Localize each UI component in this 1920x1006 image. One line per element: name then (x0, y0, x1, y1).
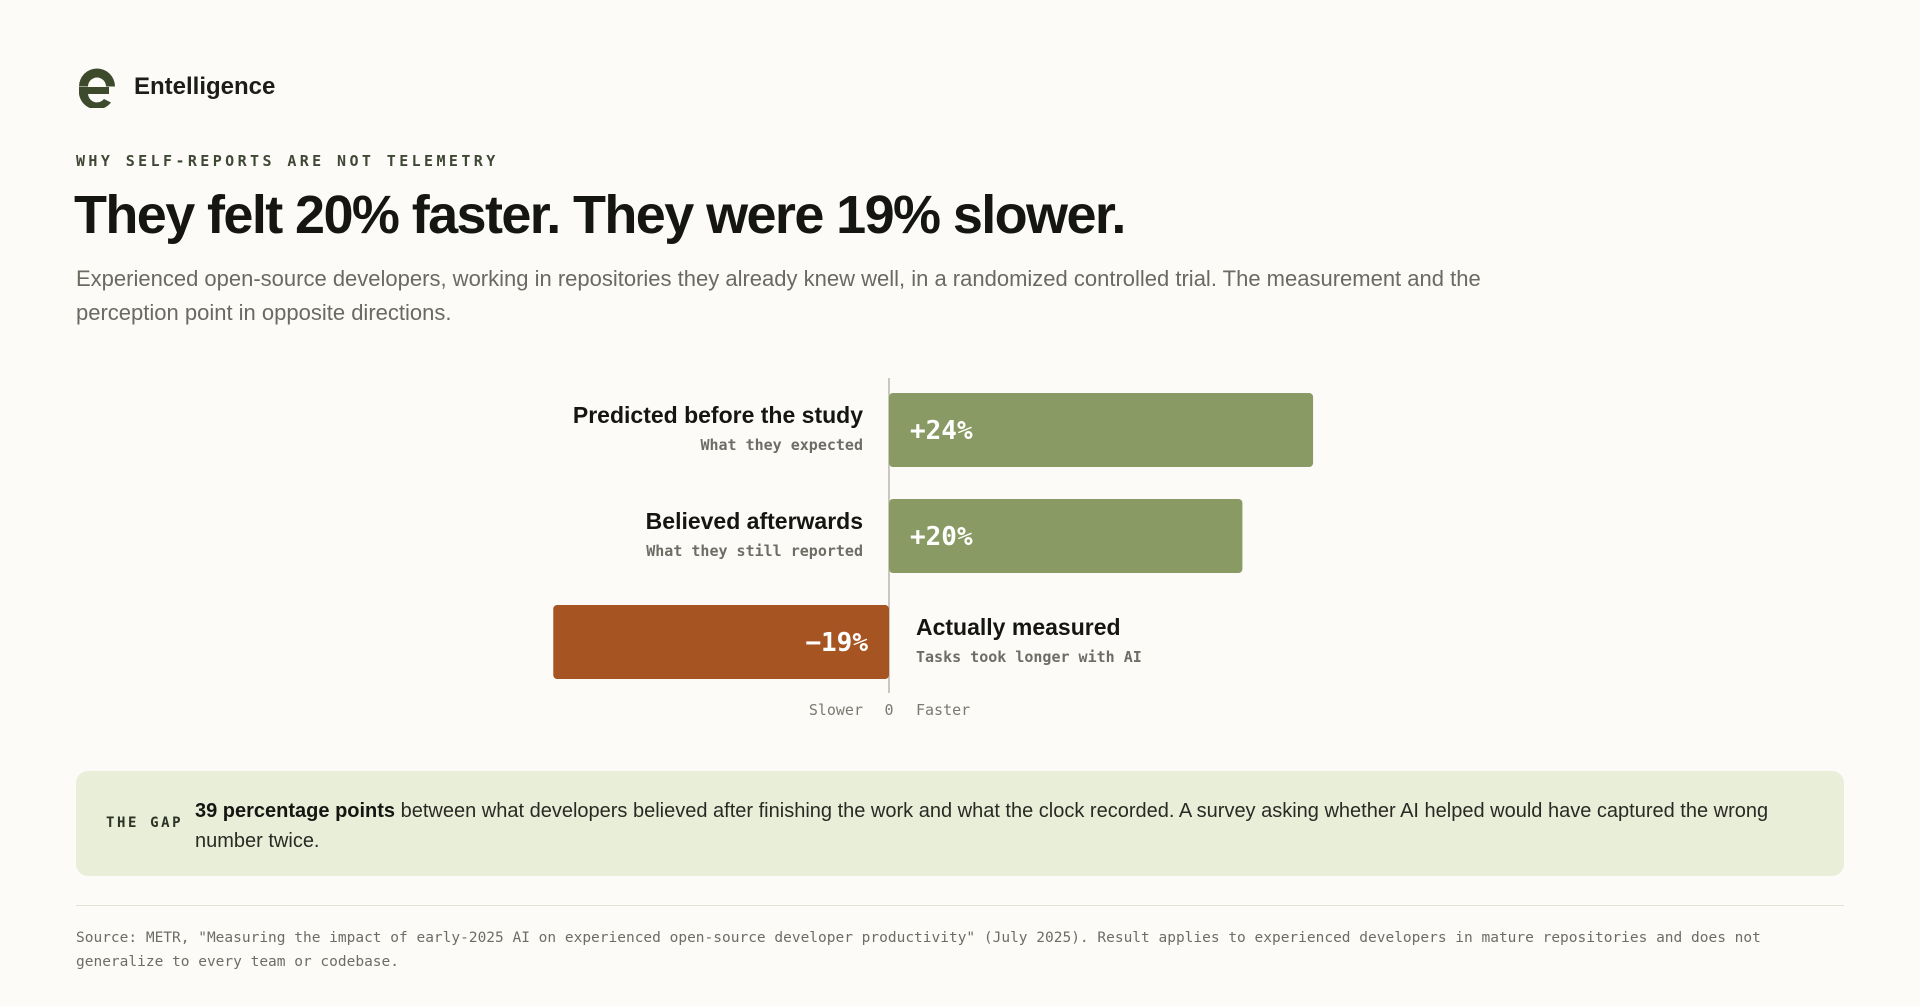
bar-sublabel: What they expected (700, 436, 863, 454)
source-note: Source: METR, "Measuring the impact of e… (76, 930, 1761, 970)
entelligence-e-logo-icon (79, 68, 115, 108)
page-subtitle: Experienced open-source developers, work… (76, 266, 1481, 325)
divider (76, 905, 1844, 906)
axis-label-slower: Slower (809, 701, 863, 719)
gap-callout: THE GAP 39 percentage points between wha… (76, 771, 1844, 876)
eyebrow: WHY SELF-REPORTS ARE NOT TELEMETRY (76, 152, 499, 170)
gap-body: between what developers believed after f… (195, 800, 1769, 852)
chart-svg: +24% Predicted before the study What they … (553, 378, 1314, 719)
axis-label-faster: Faster (916, 701, 970, 719)
page-title: They felt 20% faster. They were 19% slow… (74, 185, 1126, 245)
axis-label-zero: 0 (884, 701, 893, 719)
gap-label: THE GAP (106, 815, 184, 831)
bar-1 (889, 393, 1314, 467)
bar-value-label: +24% (910, 416, 973, 446)
bar-sublabel: What they still reported (646, 542, 863, 560)
gap-highlight: 39 percentage points (195, 800, 396, 822)
brand: Entelligence (76, 66, 275, 108)
bar-value-label: −19% (805, 628, 868, 658)
gap-text: 39 percentage points between what develo… (195, 796, 1815, 856)
bar-value-label: +20% (910, 522, 973, 552)
bar-3 (553, 605, 889, 679)
bar-2 (889, 499, 1243, 573)
bar-category-label: Actually measured (916, 614, 1121, 640)
bar-sublabel: Tasks took longer with AI (916, 648, 1142, 666)
bar-category-label: Believed afterwards (646, 508, 863, 534)
diverging-bar-chart: +24% Predicted before the study What they … (0, 372, 1920, 724)
brand-name: Entelligence (134, 73, 276, 100)
bar-category-label: Predicted before the study (573, 402, 863, 428)
